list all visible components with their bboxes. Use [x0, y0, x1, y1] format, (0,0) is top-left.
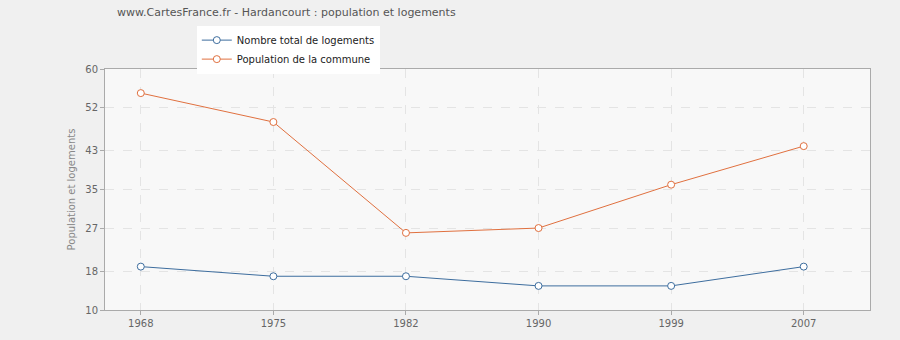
svg-text:www.CartesFrance.fr - Hardanco: www.CartesFrance.fr - Hardancourt : popu…: [117, 6, 456, 19]
svg-text:2007: 2007: [791, 318, 816, 329]
svg-text:27: 27: [85, 223, 98, 234]
svg-text:43: 43: [85, 145, 98, 156]
svg-text:Population et logements: Population et logements: [66, 129, 77, 251]
svg-text:Nombre total de logements: Nombre total de logements: [237, 35, 374, 46]
svg-text:60: 60: [85, 64, 98, 75]
svg-text:1990: 1990: [526, 318, 551, 329]
svg-text:1968: 1968: [128, 318, 153, 329]
svg-text:10: 10: [85, 305, 98, 316]
svg-text:1975: 1975: [261, 318, 286, 329]
svg-text:1982: 1982: [393, 318, 418, 329]
svg-text:18: 18: [85, 266, 98, 277]
svg-text:1999: 1999: [658, 318, 683, 329]
svg-text:35: 35: [85, 184, 98, 195]
svg-text:52: 52: [85, 102, 98, 113]
svg-text:Population de la commune: Population de la commune: [237, 54, 370, 65]
